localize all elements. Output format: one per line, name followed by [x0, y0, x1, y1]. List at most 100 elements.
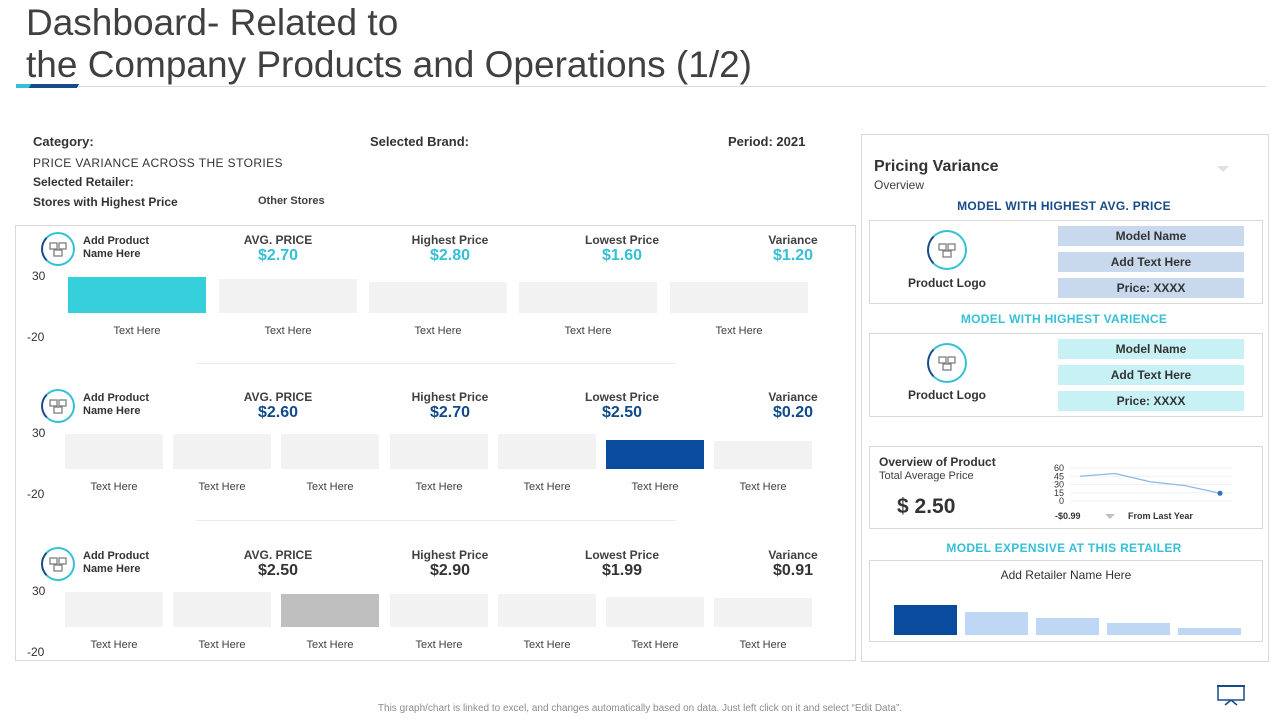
retailer-bar[interactable]	[894, 605, 957, 635]
bar-label: Text Here	[523, 481, 571, 493]
stores-highest-price-label: Stores with Highest Price	[33, 195, 178, 209]
title-accent-navy	[28, 84, 80, 88]
down-arrow-icon	[1105, 514, 1115, 519]
column-header-var: Variance	[768, 548, 818, 562]
bar[interactable]	[390, 434, 488, 469]
pricing-variance-subtitle: Overview	[874, 178, 925, 192]
column-header-high: Highest Price	[411, 548, 489, 562]
bar-label: Text Here	[523, 639, 571, 651]
bar-label: Text Here	[739, 481, 787, 493]
change-value: -$0.99	[1055, 511, 1081, 521]
product-row: Add Product Name Here AVG. PRICE $2.70 High…	[16, 226, 855, 376]
product-logo-icon	[927, 230, 967, 270]
model-name-pill: Model Name	[1058, 339, 1244, 359]
highest-variance-title: MODEL WITH HIGHEST VARIENCE	[960, 312, 1168, 326]
bar[interactable]	[606, 440, 704, 469]
sparkline-tick: 0	[1059, 496, 1064, 506]
bar[interactable]	[68, 277, 206, 313]
column-header-high: Highest Price	[411, 390, 489, 404]
bar-label: Text Here	[631, 639, 679, 651]
column-header-low: Lowest Price	[584, 548, 660, 562]
value-avg: $2.70	[257, 247, 299, 264]
bar[interactable]	[65, 592, 163, 627]
overview-of-product-card: Overview of Product Total Average Price …	[869, 446, 1263, 529]
bar[interactable]	[281, 594, 379, 627]
presentation-icon[interactable]	[1216, 684, 1246, 706]
bar[interactable]	[714, 441, 812, 469]
bar-label: Text Here	[90, 639, 138, 651]
from-last-year-label: From Last Year	[1128, 511, 1193, 521]
highest-variance-card: Product Logo Model Name Add Text Here Pr…	[869, 333, 1263, 417]
product-logo-icon	[41, 389, 75, 423]
column-header-var: Variance	[768, 390, 818, 404]
title-accent-cyan	[16, 84, 34, 88]
value-avg: $2.50	[257, 562, 299, 579]
retailer-bar[interactable]	[1107, 623, 1170, 635]
bar-label: Text Here	[631, 481, 679, 493]
bar-label: Text Here	[415, 481, 463, 493]
bar[interactable]	[369, 282, 507, 313]
pricing-variance-panel: Pricing Variance Overview MODEL WITH HIG…	[861, 134, 1269, 662]
selected-retailer-label[interactable]: Selected Retailer:	[33, 175, 134, 189]
bar[interactable]	[65, 434, 163, 469]
retailer-bar[interactable]	[1178, 628, 1241, 635]
bar[interactable]	[498, 434, 596, 469]
highest-avg-price-title: MODEL WITH HIGHEST AVG. PRICE	[957, 199, 1171, 213]
row-separator	[196, 363, 676, 364]
value-var: $0.91	[772, 562, 814, 579]
bar[interactable]	[219, 279, 357, 313]
bar[interactable]	[670, 282, 808, 313]
product-logo-label: Product Logo	[908, 388, 986, 402]
value-low: $2.50	[601, 404, 643, 421]
column-header-low: Lowest Price	[584, 233, 660, 247]
title-line-2: the Company Products and Operations (1/2…	[26, 44, 752, 85]
axis-label-bottom: -20	[27, 487, 45, 501]
sparkline-tick: 45	[1054, 471, 1064, 481]
value-avg: $2.60	[257, 404, 299, 421]
product-logo-label: Product Logo	[908, 276, 986, 290]
bar-label: Text Here	[306, 639, 354, 651]
product-logo-icon	[41, 232, 75, 266]
bar[interactable]	[606, 597, 704, 627]
page-title: Dashboard- Related to the Company Produc…	[26, 2, 752, 86]
bar[interactable]	[498, 594, 596, 627]
bar-label: Text Here	[306, 481, 354, 493]
bar-label: Text Here	[715, 325, 763, 337]
price-pill: Price: XXXX	[1058, 278, 1244, 298]
column-header-var: Variance	[768, 233, 818, 247]
sparkline-tick: 15	[1054, 488, 1064, 498]
retailer-bar[interactable]	[1036, 618, 1099, 635]
bar-label: Text Here	[415, 639, 463, 651]
category-label: Category:	[33, 134, 94, 149]
bar[interactable]	[390, 594, 488, 627]
bar[interactable]	[173, 592, 271, 627]
bar[interactable]	[173, 434, 271, 469]
product-row: Add Product Name Here AVG. PRICE $2.50 High…	[16, 541, 855, 691]
product-name: Add Product Name Here	[83, 550, 149, 575]
bar[interactable]	[281, 434, 379, 469]
sparkline-end-point	[1217, 490, 1223, 496]
retailer-name: Add Retailer Name Here	[1000, 568, 1132, 582]
retailer-bar[interactable]	[965, 612, 1028, 635]
selected-brand-label[interactable]: Selected Brand:	[370, 134, 469, 149]
column-header-low: Lowest Price	[584, 390, 660, 404]
period-label[interactable]: Period: 2021	[728, 134, 806, 149]
bar-label: Text Here	[198, 639, 246, 651]
value-low: $1.99	[601, 562, 643, 579]
bar-label: Text Here	[739, 639, 787, 651]
axis-label-top: 30	[32, 269, 46, 283]
bar[interactable]	[714, 598, 812, 627]
chevron-down-icon[interactable]	[1217, 166, 1229, 172]
title-line-1: Dashboard- Related to	[26, 2, 399, 43]
add-text-pill: Add Text Here	[1058, 365, 1244, 385]
model-name-pill: Model Name	[1058, 226, 1244, 246]
bar[interactable]	[519, 282, 657, 313]
value-high: $2.70	[429, 404, 471, 421]
product-name: Add Product Name Here	[83, 235, 149, 260]
column-header-high: Highest Price	[411, 233, 489, 247]
sparkline-line	[1079, 472, 1221, 494]
sparkline-tick: 30	[1054, 480, 1064, 490]
axis-label-top: 30	[32, 584, 46, 598]
bar-label: Text Here	[198, 481, 246, 493]
bar-label: Text Here	[113, 325, 161, 337]
